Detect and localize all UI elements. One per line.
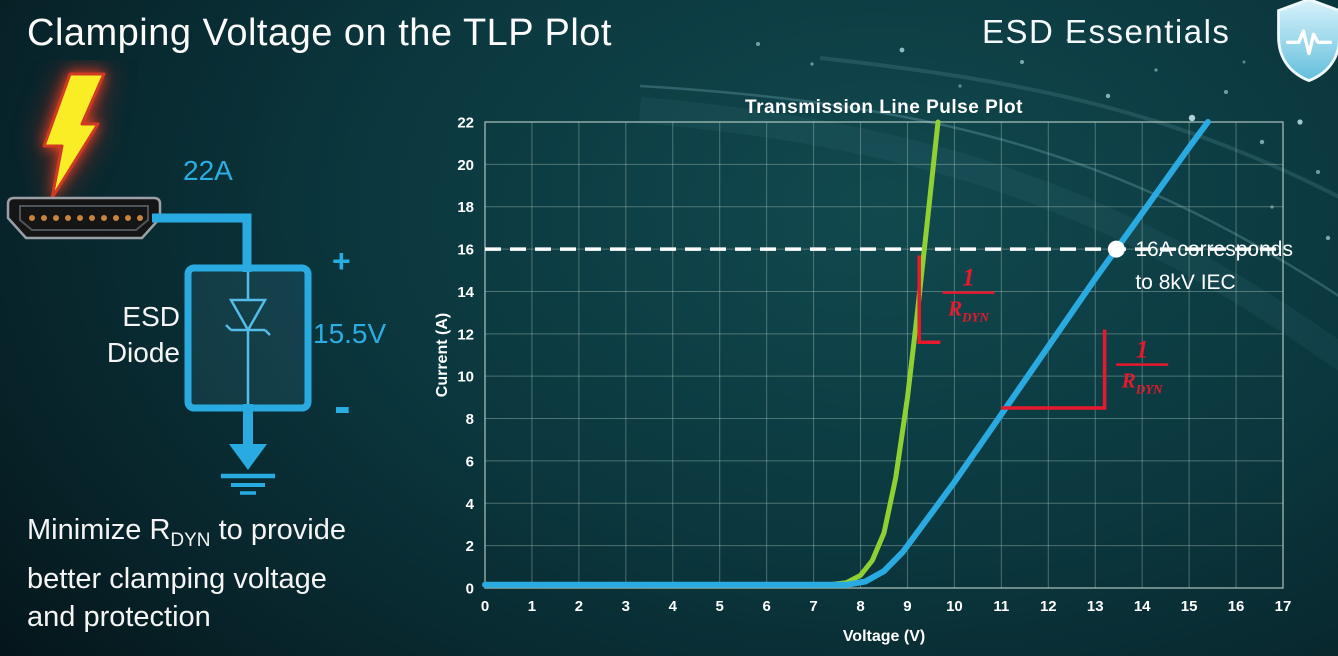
- x-tick-5: 5: [716, 598, 724, 615]
- tlp-chart: 0 1 2 3 4 5 6 7 8 9 10 11 12 13 14 15 16 1702468101214161…: [434, 97, 1293, 645]
- device-label: ESD Diode: [58, 299, 180, 371]
- note-line1: Minimize RDYN to provide: [27, 514, 346, 551]
- wire: [152, 213, 252, 272]
- y-tick-4: 4: [466, 496, 475, 513]
- fraction-numerator: 1: [962, 265, 975, 292]
- x-tick-0: 0: [481, 598, 489, 615]
- swoosh-curves: [638, 56, 1338, 371]
- tick-labels: 0 1 2 3 4 5 6 7 8 9 10 11 12 13 14 15 16 1702468101214161…: [457, 115, 1291, 616]
- x-tick-7: 7: [809, 598, 817, 615]
- decorative-particles: [756, 38, 1331, 241]
- y-tick-2: 2: [466, 538, 474, 555]
- device-label-line2: Diode: [106, 337, 180, 368]
- y-tick-14: 14: [457, 284, 474, 301]
- shield-logo-icon: [1277, 0, 1338, 83]
- y-axis-label: Current (A): [434, 313, 451, 397]
- x-tick-12: 12: [1040, 598, 1057, 615]
- x-tick-1: 1: [528, 598, 536, 615]
- x-tick-8: 8: [856, 598, 864, 615]
- x-tick-9: 9: [903, 598, 911, 615]
- device-label-line1: ESD: [122, 301, 180, 332]
- y-tick-10: 10: [457, 369, 474, 386]
- x-tick-14: 14: [1134, 598, 1151, 615]
- pulse-icon: [1285, 29, 1333, 56]
- x-axis-label: Voltage (V): [843, 628, 925, 645]
- x-tick-3: 3: [622, 598, 630, 615]
- marker-label-line1: 16A corresponds: [1135, 238, 1293, 261]
- x-tick-10: 10: [946, 598, 963, 615]
- fraction-numerator: 1: [1136, 337, 1149, 364]
- ground-symbol: [221, 404, 275, 495]
- slope-annotation-1: 1 RDYN: [917, 255, 995, 345]
- takeaway-note: Minimize RDYN to provide better clamping…: [27, 511, 346, 636]
- plot-grid: [484, 121, 1284, 589]
- plus-label: +: [332, 243, 351, 279]
- y-tick-0: 0: [466, 581, 474, 598]
- y-tick-12: 12: [457, 326, 474, 343]
- x-tick-15: 15: [1181, 598, 1198, 615]
- y-tick-16: 16: [457, 242, 474, 259]
- x-tick-13: 13: [1087, 598, 1104, 615]
- chart-title: Transmission Line Pulse Plot: [745, 97, 1023, 118]
- y-tick-22: 22: [457, 115, 474, 132]
- x-tick-11: 11: [993, 598, 1009, 615]
- x-tick-6: 6: [762, 598, 770, 615]
- y-tick-8: 8: [466, 411, 474, 428]
- iec-level-marker: [1107, 240, 1125, 258]
- x-tick-2: 2: [575, 598, 583, 615]
- rdyn-subscript: DYN: [170, 529, 211, 551]
- page-title: Clamping Voltage on the TLP Plot: [27, 12, 612, 54]
- marker-label-line2: to 8kV IEC: [1135, 271, 1235, 294]
- x-tick-16: 16: [1228, 598, 1245, 615]
- minus-label: -: [334, 378, 351, 434]
- y-tick-18: 18: [457, 199, 474, 216]
- fraction-denominator: RDYN: [947, 297, 989, 325]
- note-line2: better clamping voltage: [27, 562, 327, 595]
- hdmi-connector-icon: [6, 196, 162, 240]
- x-tick-4: 4: [669, 598, 678, 615]
- y-tick-20: 20: [457, 157, 474, 174]
- brand-name: ESD Essentials: [982, 13, 1231, 50]
- lightning-bolt-icon: [42, 72, 106, 200]
- clamp-voltage-label: 15.5V: [313, 318, 387, 349]
- series-blue-curve: [482, 119, 1211, 588]
- x-tick-17: 17: [1275, 598, 1292, 615]
- series-green-curve: [482, 119, 941, 588]
- esd-circuit-diagram: [6, 72, 312, 495]
- note-line3: and protection: [27, 600, 211, 633]
- y-tick-6: 6: [466, 453, 474, 470]
- plot-content: 0 1 2 3 4 5 6 7 8 9 10 11 12 13 14 15 16 1702468101214161…: [457, 115, 1293, 616]
- zener-diode-symbol: [225, 272, 271, 404]
- surge-current-label: 22A: [183, 155, 233, 186]
